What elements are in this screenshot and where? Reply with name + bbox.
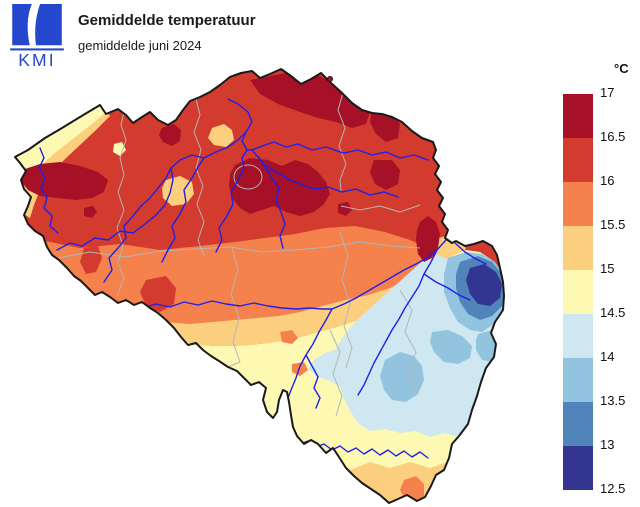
kmi-logo: KMI (10, 4, 64, 68)
colorbar-tick-label: 17 (600, 85, 615, 100)
province-border (193, 98, 205, 257)
province-border (339, 231, 353, 369)
temperature-region (280, 330, 298, 344)
river (170, 98, 253, 169)
page-subtitle: gemiddelde juni 2024 (78, 38, 202, 53)
page-title: Gemiddelde temperatuur (78, 12, 256, 29)
colorbar-band (563, 182, 593, 226)
river (258, 157, 399, 198)
river (423, 273, 471, 301)
temperature-region (229, 158, 330, 216)
colorbar-band (563, 270, 593, 314)
province-border (227, 246, 241, 368)
colorbar-tick-label: 15 (600, 261, 615, 276)
province-border (337, 92, 347, 193)
province-borders (57, 92, 421, 417)
temperature-region (140, 276, 176, 312)
river (251, 141, 341, 153)
temperature-region (466, 264, 502, 306)
temperature-region (292, 362, 308, 376)
province-border-brussels (233, 164, 263, 190)
river (287, 227, 453, 399)
colorbar-legend: °C 17 16.5 16 15.5 15 14.5 14 13.5 13 12.5 (563, 61, 629, 496)
province-border (399, 289, 419, 395)
temperature-region (380, 352, 424, 402)
temperature-region (208, 124, 234, 147)
colorbar-band (563, 94, 593, 138)
temperature-region (113, 142, 126, 156)
rivers (38, 98, 487, 459)
river (357, 249, 438, 396)
colorbar-tick-label: 14 (600, 349, 615, 364)
temperature-region (40, 226, 445, 324)
river (454, 242, 487, 265)
enclave-dot (327, 76, 333, 82)
province-border (116, 111, 127, 297)
temperature-region (416, 216, 440, 262)
colorbar-tick-label: 15.5 (600, 217, 626, 232)
river (38, 147, 59, 234)
colorbar-band (563, 358, 593, 402)
temperature-field (15, 69, 504, 503)
province-border (57, 241, 421, 259)
colorbar-band (563, 446, 593, 490)
colorbar-bands (563, 94, 593, 490)
colorbar-band (563, 314, 593, 358)
river (56, 167, 174, 251)
colorbar-band (563, 138, 593, 182)
colorbar-tick-label: 16 (600, 173, 615, 188)
river (305, 354, 321, 409)
colorbar-tick-label: 14.5 (600, 305, 626, 320)
colorbar-band (563, 402, 593, 446)
colorbar-tick-label: 13.5 (600, 393, 626, 408)
river (339, 149, 429, 161)
temperature-region (430, 330, 472, 364)
header: Gemiddelde temperatuur gemiddelde juni 2… (78, 12, 256, 53)
river (141, 300, 333, 310)
temperature-region (84, 206, 97, 218)
logo-left-sail (12, 4, 32, 46)
river (103, 167, 172, 283)
logo-rule (10, 48, 64, 51)
province-border (329, 329, 343, 417)
colorbar-tick-label: 13 (600, 437, 615, 452)
logo-text: KMI (18, 50, 55, 68)
belgium-outline (14, 68, 505, 504)
colorbar-tick-label: 16.5 (600, 129, 626, 144)
temperature-region (159, 124, 181, 146)
river (215, 149, 248, 253)
colorbar-band (563, 226, 593, 270)
unit-label: °C (614, 61, 629, 76)
colorbar-tick-label: 12.5 (600, 481, 626, 496)
river (241, 131, 286, 249)
province-border (340, 204, 421, 213)
temperature-region (370, 160, 400, 190)
temperature-region (338, 202, 352, 216)
river (161, 157, 205, 263)
logo-right-sail (35, 4, 62, 46)
